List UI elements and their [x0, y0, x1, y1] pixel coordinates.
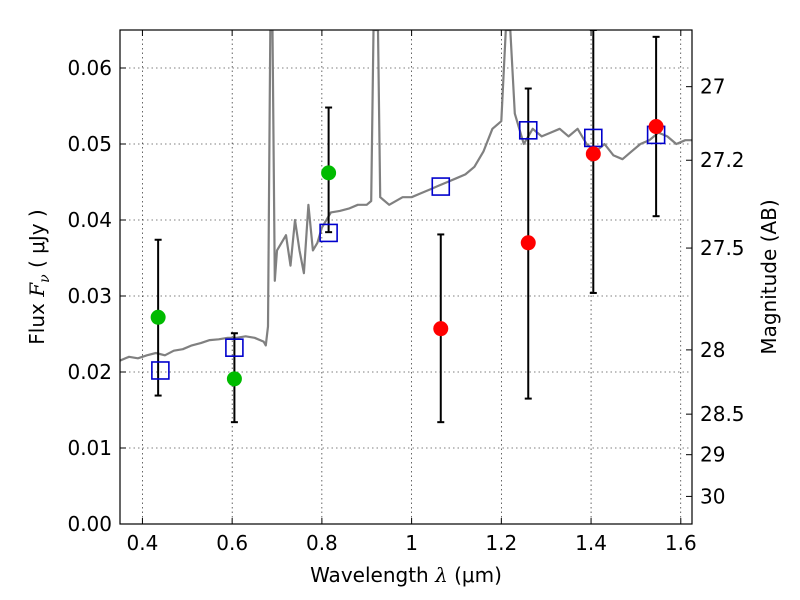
plot-area [120, 30, 692, 424]
mag-tick-label: 29 [700, 443, 725, 467]
x-tick-label: 1.4 [575, 531, 607, 555]
x-tick-label: 0.4 [127, 531, 159, 555]
x-axis-label: Wavelength λ (μm) [310, 563, 502, 587]
x-tick-label: 0.6 [216, 531, 248, 555]
model-flux-square [431, 177, 451, 196]
y-tick-label: 0.04 [67, 208, 112, 232]
mag-tick-label: 30 [700, 484, 725, 508]
y-tick-label: 0.03 [67, 284, 112, 308]
mag-tick-label: 27.5 [700, 236, 745, 260]
x-tick-label: 1.6 [665, 531, 697, 555]
grid [120, 30, 692, 525]
y2-axis-label: Magnitude (AB) [757, 199, 781, 354]
model-flux-square [518, 121, 538, 140]
detection-point [321, 165, 337, 181]
spectrum-line [120, 30, 692, 362]
y-tick-label: 0.06 [67, 56, 112, 80]
y-tick-label: 0.01 [67, 436, 112, 460]
y-tick-label: 0.05 [67, 132, 112, 156]
red-flux-point [585, 146, 601, 162]
detection-point [150, 309, 166, 325]
plot-frame [119, 29, 693, 525]
mag-tick-label: 28.5 [700, 402, 745, 426]
x-tick-label: 1.2 [485, 531, 517, 555]
y-axis-label: Flux Fν ( μJy ) [25, 209, 53, 344]
y-tick-label: 0.00 [67, 512, 112, 536]
model-flux-square [151, 361, 170, 380]
detection-point [226, 371, 242, 387]
axis-tick-labels: 0.4 0.6 0.8 1 1.2 1.4 1.6 0.00 0.01 0.02 0.03 0.04 0… [67, 56, 744, 555]
axis-ticks [120, 30, 692, 525]
y-tick-label: 0.02 [67, 360, 112, 384]
model-flux-square [225, 338, 244, 357]
mag-tick-label: 27.2 [700, 148, 745, 172]
red-flux-point [520, 235, 536, 251]
mag-tick-label: 28 [700, 338, 725, 362]
red-flux-point [433, 321, 449, 337]
red-flux-point [648, 119, 664, 135]
x-tick-label: 0.8 [306, 531, 338, 555]
mag-tick-label: 27 [700, 75, 725, 99]
model-flux-square [319, 223, 338, 243]
x-tick-label: 1 [405, 531, 418, 555]
